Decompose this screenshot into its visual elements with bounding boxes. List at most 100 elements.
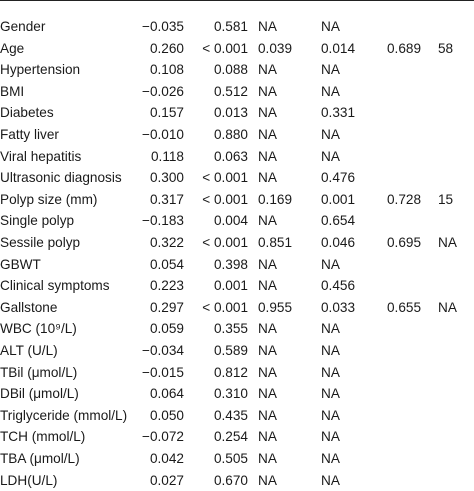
cell-col3: 0.851 [258,235,293,250]
cell-col4: 0.014 [321,40,356,56]
table-top-rule [0,0,474,1]
cell-col3: NA [258,343,277,358]
cell-variable: Ultrasonic diagnosis [0,170,122,186]
cell-variable: Triglyceride (mmol/L) [0,407,128,423]
cell-col4: 0.046 [321,235,356,250]
cell-col3: NA [258,451,277,466]
cell-col3: NA [258,105,277,121]
cell-coefficient: 0.050 [149,407,184,423]
table-row: Fatty liver −0.010 0.880 NA NA [0,125,474,145]
cell-col3: NA [258,127,277,142]
cell-col4: NA [321,62,340,78]
cell-p-value: 0.004 [213,213,248,229]
table-row: ALT (U/L) −0.034 0.589 NA NA [0,341,474,361]
cell-col4: 0.033 [321,299,356,315]
cell-variable: DBil (μmol/L) [0,386,79,402]
table-row: Ultrasonic diagnosis 0.300 < 0.001 NA 0.476 [0,168,474,188]
table-row: Diabetes 0.157 0.013 NA 0.331 [0,103,474,123]
cell-col3: NA [258,256,277,272]
cell-variable: TCH (mmol/L) [0,429,86,445]
cell-p-value: 0.435 [213,407,248,423]
cell-col4: 0.476 [321,170,356,186]
cell-col3: NA [258,170,277,186]
cell-col4: NA [321,343,340,358]
cell-col6: 15 [438,191,454,207]
cell-p-value: 0.063 [213,148,248,164]
cell-p-value: < 0.001 [202,235,248,250]
cell-col4: NA [321,429,340,445]
cell-variable: Gender [0,19,46,34]
cell-coefficient: 0.223 [149,278,184,294]
cell-p-value: < 0.001 [202,299,248,315]
cell-col5: 0.695 [387,235,422,250]
cell-variable: TBA (μmol/L) [0,451,80,466]
table-row: TCH (mmol/L) −0.072 0.254 NA NA [0,427,474,447]
cell-coefficient: −0.072 [142,429,184,445]
table-row: BMI −0.026 0.512 NA NA [0,82,474,102]
cell-p-value: 0.013 [213,105,248,121]
cell-col4: NA [321,83,340,99]
cell-col3: NA [258,19,277,34]
cell-col4: NA [321,364,340,380]
cell-coefficient: 0.322 [149,235,184,250]
cell-coefficient: 0.297 [149,299,184,315]
cell-p-value: 0.512 [213,83,248,99]
cell-coefficient: 0.118 [150,148,184,164]
cell-col3: NA [258,148,277,164]
table-row: GBWT 0.054 0.398 NA NA [0,255,474,275]
cell-col3: NA [258,213,277,229]
cell-col3: NA [258,386,277,402]
cell-variable: Clinical symptoms [0,278,110,294]
table-row: Clinical symptoms 0.223 0.001 NA 0.456 [0,276,474,296]
cell-col4: 0.654 [321,213,356,229]
cell-col3: 0.955 [258,299,293,315]
cell-p-value: 0.355 [213,321,248,337]
cell-variable: Viral hepatitis [0,148,82,164]
cell-coefficient: 0.042 [149,451,184,466]
cell-col4: NA [321,127,340,142]
cell-p-value: 0.581 [213,19,248,34]
cell-col6: NA [438,235,457,250]
cell-coefficient: 0.054 [149,256,184,272]
cell-variable: BMI [0,83,25,99]
cell-coefficient: −0.183 [142,213,184,229]
cell-col3: NA [258,364,277,380]
cell-coefficient: 0.108 [149,62,184,78]
cell-col3: NA [258,278,277,294]
cell-p-value: 0.254 [213,429,248,445]
cell-variable: ALT (U/L) [0,343,58,358]
cell-p-value: 0.310 [213,386,248,402]
cell-col4: NA [321,19,340,34]
statistics-table: Gender −0.035 0.581 NA NA Age 0.260 < 0.001 0.03… [0,19,474,488]
cell-col4: 0.456 [321,278,356,294]
cell-coefficient: 0.059 [149,321,184,337]
cell-coefficient: −0.010 [142,127,184,142]
cell-col4: NA [321,386,340,402]
table-row: Gallstone 0.297 < 0.001 0.955 0.033 0.655 NA [0,298,474,318]
cell-variable: Gallstone [0,299,58,315]
cell-col3: NA [258,83,277,99]
cell-coefficient: −0.015 [142,364,184,380]
cell-p-value: < 0.001 [202,170,248,186]
cell-variable: GBWT [0,256,41,272]
table-row: Polyp size (mm) 0.317 < 0.001 0.169 0.001 0.7… [0,190,474,210]
cell-p-value: 0.812 [213,364,248,380]
cell-variable: WBC (10⁹/L) [0,321,77,337]
cell-p-value: 0.398 [213,256,248,272]
cell-p-value: < 0.001 [202,191,248,207]
cell-coefficient: 0.317 [149,191,184,207]
cell-col5: 0.689 [387,40,422,56]
cell-col4: NA [321,256,340,272]
cell-p-value: 0.589 [213,343,248,358]
table-row: Age 0.260 < 0.001 0.039 0.014 0.689 58 [0,39,474,59]
cell-p-value: < 0.001 [202,40,248,56]
cell-col3: 0.039 [258,40,293,56]
cell-col4: 0.331 [321,105,356,121]
cell-col3: NA [258,407,277,423]
table-row: Hypertension 0.108 0.088 NA NA [0,60,474,80]
cell-variable: Diabetes [0,105,54,121]
cell-coefficient: 0.300 [149,170,184,186]
table-row: Viral hepatitis 0.118 0.063 NA NA [0,147,474,167]
table-row: WBC (10⁹/L) 0.059 0.355 NA NA [0,319,474,339]
cell-variable: Single polyp [0,213,75,229]
